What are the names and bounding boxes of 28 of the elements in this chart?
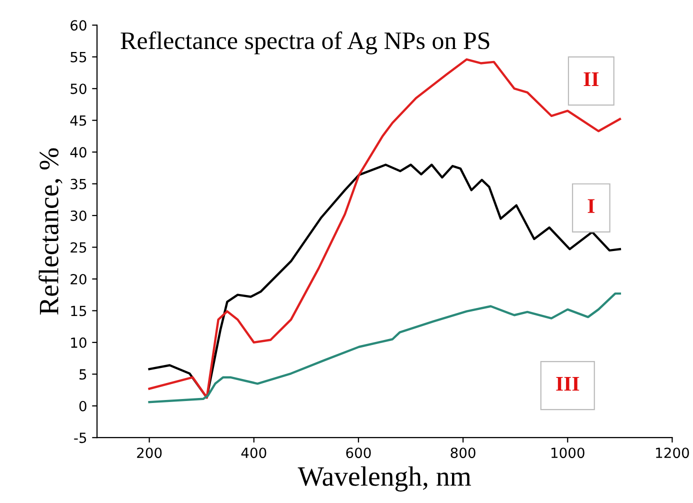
y-tick-label: 35 [70,178,86,190]
y-tick-label: 20 [70,274,86,284]
x-axis-title: Wavelengh, nm [298,466,471,492]
line-series [148,58,622,399]
text: III [556,376,580,391]
y-tick-label: 30 [70,210,86,221]
y-tick-label: 5 [80,369,86,380]
y-tick-label: 15 [71,306,86,316]
y-tick-label: -5 [74,432,86,444]
y-tick-label: 40 [70,147,86,158]
series-label: I [588,199,595,213]
y-tick-label: 0 [79,400,86,412]
y-tick-label: 45 [70,115,86,126]
chart-title: Reflectance spectra of Ag NPs on PS [120,31,490,54]
series-label: II [584,72,599,86]
x-tick-label: 1200 [656,448,689,458]
x-tick-label: 400 [241,448,266,458]
x-tick-label: 1000 [551,448,584,458]
y-tick-label: 25 [70,242,86,253]
y-tick-label: 60 [70,20,86,31]
x-tick-label: 800 [450,448,476,458]
y-tick-label: 10 [71,337,86,348]
y-axis-title: Reflectance, % [38,148,62,315]
y-tick-label: 55 [70,52,86,62]
y-tick-label: 50 [70,84,86,94]
line-series [148,292,622,404]
x-tick-label: 200 [137,448,162,458]
x-tick-label: 600 [346,448,371,458]
